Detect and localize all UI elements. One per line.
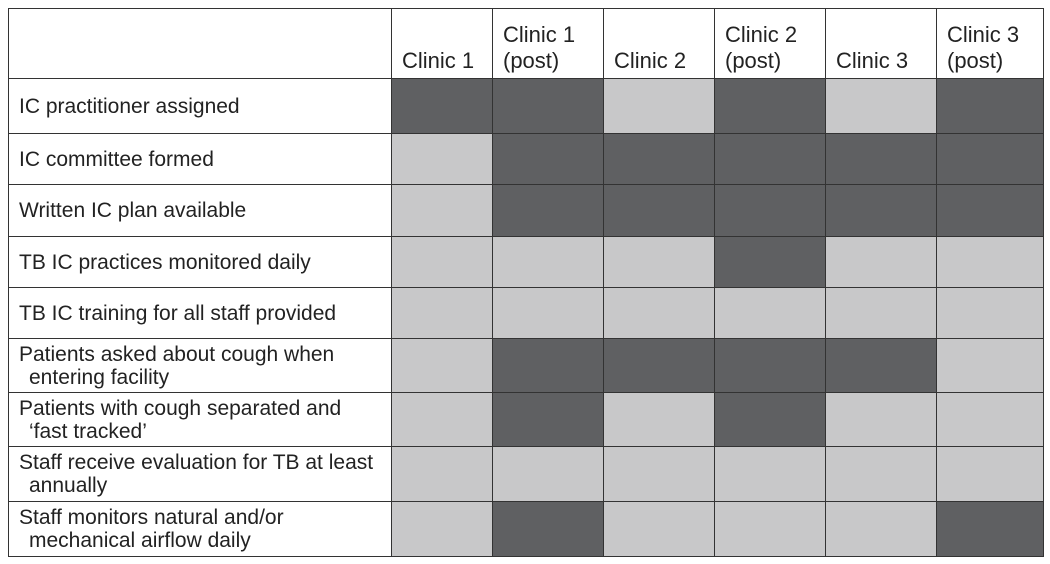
status-cell xyxy=(936,338,1044,393)
status-cell xyxy=(492,133,604,185)
status-cell xyxy=(825,287,937,339)
status-cell xyxy=(492,501,604,557)
status-cell xyxy=(603,184,715,237)
status-cell xyxy=(391,236,493,288)
column-header: Clinic 2 (post) xyxy=(714,8,826,79)
status-cell xyxy=(391,287,493,339)
status-cell xyxy=(714,287,826,339)
status-cell xyxy=(714,184,826,237)
status-cell xyxy=(714,338,826,393)
status-cell xyxy=(936,392,1044,447)
status-cell xyxy=(492,236,604,288)
status-cell xyxy=(492,78,604,134)
status-cell xyxy=(936,133,1044,185)
status-cell xyxy=(603,78,715,134)
status-cell xyxy=(391,78,493,134)
status-cell xyxy=(391,184,493,237)
row-label: TB IC training for all staff provided xyxy=(8,287,392,339)
status-cell xyxy=(825,236,937,288)
status-cell xyxy=(603,287,715,339)
row-label: Staff receive evaluation for TB at least… xyxy=(8,446,392,502)
status-cell xyxy=(391,392,493,447)
status-cell xyxy=(825,338,937,393)
status-cell xyxy=(936,78,1044,134)
status-cell xyxy=(936,287,1044,339)
status-cell xyxy=(492,392,604,447)
column-header: Clinic 3 (post) xyxy=(936,8,1044,79)
status-cell xyxy=(714,236,826,288)
status-cell xyxy=(936,501,1044,557)
status-cell xyxy=(603,338,715,393)
row-label: TB IC practices monitored daily xyxy=(8,236,392,288)
row-label: IC committee formed xyxy=(8,133,392,185)
status-cell xyxy=(825,501,937,557)
status-cell xyxy=(714,133,826,185)
status-cell xyxy=(936,184,1044,237)
row-label: IC practitioner assigned xyxy=(8,78,392,134)
status-cell xyxy=(714,446,826,502)
status-cell xyxy=(714,392,826,447)
status-cell xyxy=(603,133,715,185)
status-cell xyxy=(825,78,937,134)
status-cell xyxy=(492,446,604,502)
column-header: Clinic 1 (post) xyxy=(492,8,604,79)
status-cell xyxy=(391,133,493,185)
status-cell xyxy=(603,446,715,502)
row-label: Staff monitors natural and/or mechanical… xyxy=(8,501,392,557)
row-label: Patients with cough separated and ‘fast … xyxy=(8,392,392,447)
status-cell xyxy=(391,501,493,557)
status-cell xyxy=(825,446,937,502)
status-cell xyxy=(825,184,937,237)
status-cell xyxy=(825,392,937,447)
status-cell xyxy=(391,446,493,502)
status-cell xyxy=(825,133,937,185)
corner-cell xyxy=(8,8,392,79)
column-header: Clinic 1 xyxy=(391,8,493,79)
status-cell xyxy=(492,287,604,339)
status-cell xyxy=(492,184,604,237)
status-cell xyxy=(391,338,493,393)
status-cell xyxy=(936,446,1044,502)
row-label: Written IC plan available xyxy=(8,184,392,237)
status-cell xyxy=(714,501,826,557)
status-cell xyxy=(603,501,715,557)
status-cell xyxy=(603,392,715,447)
column-header: Clinic 2 xyxy=(603,8,715,79)
status-cell xyxy=(603,236,715,288)
status-cell xyxy=(714,78,826,134)
status-cell xyxy=(936,236,1044,288)
status-cell xyxy=(492,338,604,393)
row-label: Patients asked about cough when entering… xyxy=(8,338,392,393)
column-header: Clinic 3 xyxy=(825,8,937,79)
